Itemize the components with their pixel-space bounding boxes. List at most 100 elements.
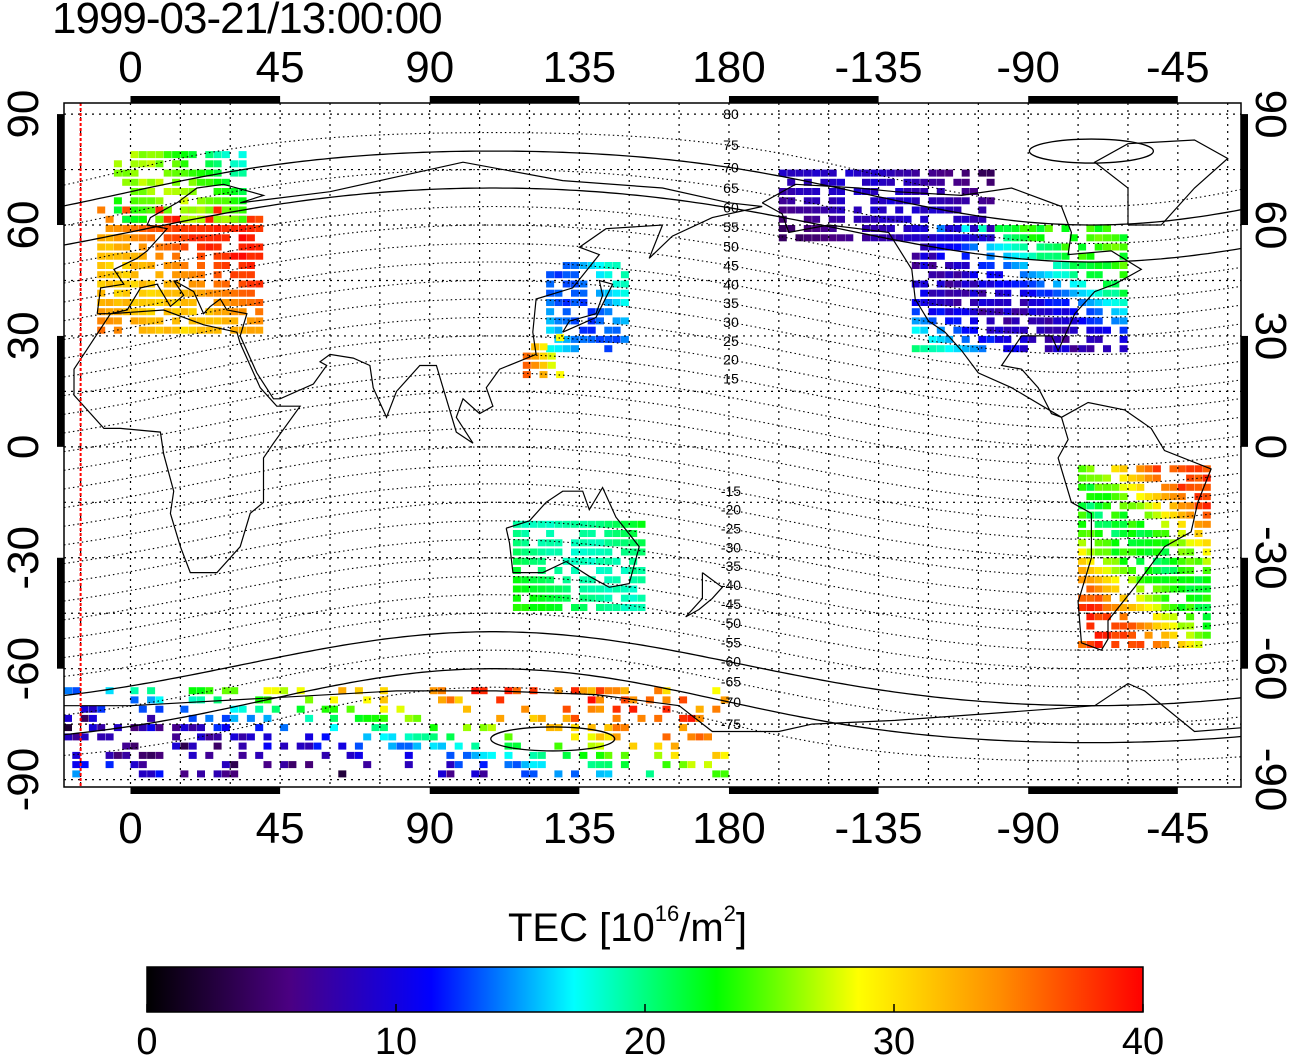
tec-cell bbox=[205, 751, 214, 759]
tec-cell bbox=[579, 576, 588, 584]
tec-cell bbox=[556, 371, 565, 379]
tec-cell bbox=[886, 169, 895, 177]
tec-cell bbox=[1161, 641, 1170, 648]
tec-cell bbox=[546, 520, 555, 528]
tec-cell bbox=[205, 206, 214, 214]
tec-cell bbox=[803, 215, 812, 223]
tec-cell bbox=[105, 317, 114, 325]
tec-cell bbox=[1177, 530, 1186, 537]
tec-cell bbox=[529, 520, 538, 528]
tec-cell bbox=[1161, 493, 1170, 501]
tec-cell bbox=[953, 289, 962, 297]
tec-cell bbox=[147, 206, 156, 214]
tec-cell bbox=[1136, 520, 1145, 528]
tec-cell bbox=[504, 761, 513, 769]
tec-cell bbox=[80, 761, 89, 769]
tec-cell bbox=[255, 243, 264, 251]
tec-cell bbox=[1169, 483, 1178, 491]
tec-cell bbox=[596, 733, 604, 741]
lat-tick-label-left: -30 bbox=[0, 526, 48, 590]
tec-cell bbox=[870, 234, 879, 242]
tec-cell bbox=[155, 770, 164, 778]
tec-cell bbox=[1078, 483, 1087, 491]
tec-cell bbox=[1136, 539, 1145, 547]
tec-cell bbox=[679, 761, 688, 769]
tec-cell bbox=[1119, 317, 1128, 325]
tec-cell bbox=[1194, 594, 1203, 602]
tec-cell bbox=[122, 742, 131, 750]
tec-cell bbox=[138, 160, 147, 168]
tec-cell bbox=[970, 345, 978, 353]
tec-cell bbox=[620, 751, 629, 759]
tec-cell bbox=[903, 234, 912, 242]
tec-cell bbox=[1119, 502, 1128, 510]
tec-cell bbox=[521, 557, 530, 565]
tec-cell bbox=[288, 761, 297, 769]
tec-cell bbox=[221, 215, 230, 223]
tec-cell bbox=[172, 262, 181, 269]
tec-cell bbox=[953, 197, 962, 205]
tec-cell bbox=[537, 604, 546, 611]
tec-cell bbox=[221, 687, 230, 695]
tec-cell bbox=[778, 225, 787, 232]
tec-cell bbox=[562, 299, 571, 306]
tec-cell bbox=[604, 271, 613, 279]
tec-cell bbox=[188, 234, 197, 242]
tec-cell bbox=[521, 548, 530, 556]
tec-cell bbox=[147, 188, 156, 195]
tec-cell bbox=[571, 262, 579, 269]
tec-cell bbox=[537, 557, 546, 565]
tec-cell bbox=[546, 548, 555, 556]
tec-cell bbox=[1177, 641, 1186, 648]
tec-cell bbox=[1177, 548, 1186, 556]
tec-cell bbox=[1119, 252, 1128, 260]
tec-cell bbox=[596, 557, 604, 565]
tec-cell bbox=[1028, 317, 1037, 325]
tec-cell bbox=[255, 696, 264, 704]
tec-cell bbox=[986, 243, 995, 251]
tec-cell bbox=[936, 335, 945, 343]
tec-cell bbox=[1103, 225, 1111, 232]
tec-cell bbox=[529, 585, 538, 593]
tec-cell bbox=[554, 548, 563, 556]
tec-cell bbox=[953, 308, 962, 316]
lon-tick-label-bottom: 90 bbox=[405, 804, 454, 853]
tec-cell bbox=[255, 308, 264, 316]
tec-cell bbox=[1111, 520, 1120, 528]
tec-cell bbox=[1078, 604, 1087, 611]
tec-cell bbox=[961, 326, 970, 334]
tec-cell bbox=[72, 770, 81, 778]
tec-cell bbox=[812, 197, 821, 205]
tec-cell bbox=[1053, 262, 1062, 269]
tec-cell bbox=[263, 687, 272, 695]
tec-cell bbox=[571, 604, 579, 611]
tec-cell bbox=[537, 714, 546, 722]
tec-cell bbox=[188, 169, 197, 177]
magnetic-latitude-label: 70 bbox=[723, 159, 739, 175]
tec-cell bbox=[197, 770, 205, 778]
tec-cell bbox=[205, 225, 214, 232]
tec-cell bbox=[604, 724, 613, 732]
tec-cell bbox=[213, 215, 222, 223]
tec-cell bbox=[446, 770, 455, 778]
magnetic-latitude-label: -25 bbox=[721, 520, 741, 536]
tec-cell bbox=[679, 714, 688, 722]
tec-cell bbox=[371, 714, 380, 722]
tec-cell bbox=[1036, 317, 1045, 325]
tec-cell bbox=[155, 197, 164, 205]
tec-cell bbox=[620, 604, 629, 611]
tec-cell bbox=[172, 234, 181, 242]
tec-cell bbox=[180, 243, 189, 251]
tec-cell bbox=[105, 299, 114, 306]
tec-cell bbox=[296, 687, 305, 695]
tec-cell bbox=[1078, 465, 1087, 473]
tec-cell bbox=[1094, 289, 1103, 297]
tec-cell bbox=[612, 687, 621, 695]
tec-cell bbox=[978, 308, 987, 316]
tec-cell bbox=[1061, 252, 1070, 260]
tec-cell bbox=[803, 206, 812, 214]
tec-cell bbox=[97, 308, 106, 316]
lat-tick-label-left: 60 bbox=[0, 201, 48, 250]
tec-cell bbox=[1036, 234, 1045, 242]
tec-cell bbox=[886, 225, 895, 232]
